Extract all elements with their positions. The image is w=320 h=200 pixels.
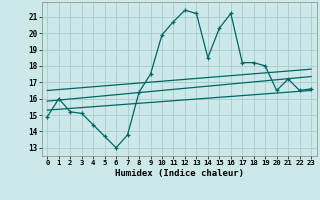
X-axis label: Humidex (Indice chaleur): Humidex (Indice chaleur) xyxy=(115,169,244,178)
